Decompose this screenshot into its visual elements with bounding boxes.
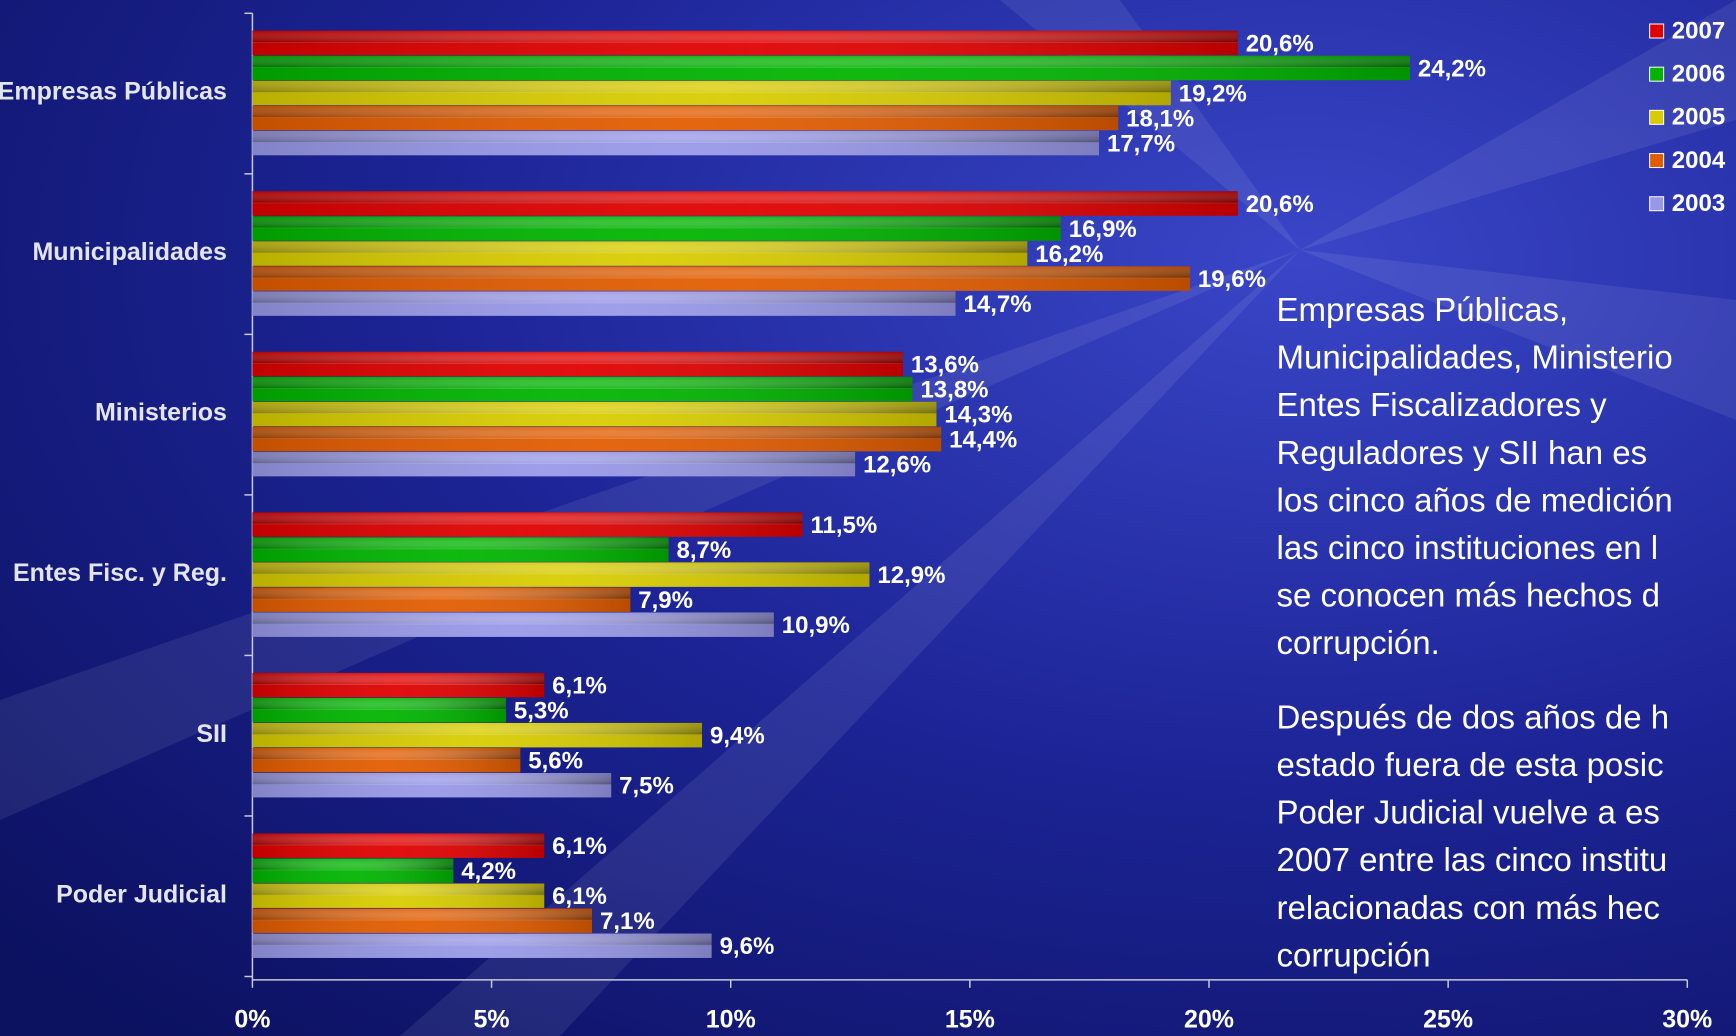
value-label: 10,9%: [782, 612, 850, 639]
bar-gloss: [252, 537, 669, 562]
category-label: Entes Fisc. y Reg.: [13, 559, 227, 587]
bar-gloss: [252, 587, 631, 612]
annotation-line: Después de dos años de h: [1277, 698, 1670, 735]
bar-gloss: [252, 773, 612, 798]
value-label: 8,7%: [677, 537, 732, 564]
bar-gloss: [252, 672, 545, 698]
bar-gloss: [252, 291, 956, 316]
bar-gloss: [252, 933, 712, 958]
value-label: 5,3%: [514, 697, 569, 724]
bar-gloss: [252, 612, 774, 637]
value-label: 13,8%: [920, 376, 988, 403]
annotation-line: Reguladores y SII han es: [1277, 434, 1648, 471]
bar-gloss: [252, 55, 1410, 81]
legend-label: 2005: [1672, 104, 1725, 131]
legend-swatch: [1649, 66, 1665, 82]
value-label: 24,2%: [1418, 55, 1486, 82]
x-tick-label: 20%: [1184, 1005, 1234, 1033]
bar-gloss: [252, 241, 1028, 266]
bar-gloss: [252, 562, 870, 587]
bar-gloss: [252, 191, 1238, 216]
value-label: 5,6%: [528, 748, 583, 775]
bar-gloss: [252, 105, 1119, 131]
annotation-line: Entes Fiscalizadores y: [1277, 386, 1608, 423]
bar-gloss: [252, 747, 521, 773]
annotation-line: relacionadas con más hec: [1277, 889, 1660, 926]
value-label: 20,6%: [1246, 191, 1314, 218]
bar-gloss: [252, 512, 803, 537]
x-tick-label: 15%: [945, 1005, 995, 1033]
annotation-line: Empresas Públicas,: [1277, 291, 1569, 328]
annotation-line: corrupción.: [1277, 624, 1440, 661]
category-label: Municipalidades: [32, 238, 226, 266]
bar-gloss: [252, 426, 942, 452]
x-tick-label: 10%: [706, 1005, 756, 1033]
value-label: 4,2%: [461, 858, 516, 885]
value-label: 19,2%: [1179, 80, 1247, 107]
annotation-line: Poder Judicial vuelve a es: [1277, 794, 1660, 831]
bar-gloss: [252, 883, 545, 908]
annotation-line: estado fuera de esta posic: [1277, 746, 1664, 783]
annotation-line: las cinco instituciones en l: [1277, 529, 1659, 566]
value-label: 16,9%: [1069, 216, 1137, 243]
value-label: 19,6%: [1198, 266, 1266, 293]
bar-gloss: [252, 401, 937, 427]
bar-gloss: [252, 80, 1171, 106]
value-label: 20,6%: [1246, 30, 1314, 57]
bar-gloss: [252, 351, 903, 377]
bar-gloss: [252, 833, 545, 858]
category-label: SII: [196, 720, 227, 748]
bar-gloss: [252, 451, 856, 477]
legend-swatch: [1649, 109, 1665, 125]
value-label: 6,1%: [552, 883, 607, 910]
legend-label: 2003: [1672, 190, 1725, 217]
value-label: 11,5%: [810, 512, 877, 539]
x-tick-label: 5%: [474, 1005, 510, 1033]
x-tick-label: 0%: [234, 1005, 270, 1033]
annotation-line: 2007 entre las cinco institu: [1277, 841, 1668, 878]
bar-gloss: [252, 722, 703, 748]
value-label: 7,9%: [638, 587, 693, 614]
x-tick-label: 30%: [1662, 1005, 1712, 1033]
category-label: Poder Judicial: [56, 880, 227, 908]
legend-label: 2007: [1672, 17, 1725, 44]
annotation-line: los cinco años de medición: [1277, 481, 1673, 518]
value-label: 12,6%: [863, 451, 931, 478]
value-label: 14,3%: [944, 401, 1012, 428]
legend-label: 2006: [1672, 61, 1725, 88]
value-label: 18,1%: [1126, 105, 1194, 132]
value-label: 14,7%: [964, 291, 1032, 318]
bar-gloss: [252, 30, 1238, 56]
legend-swatch: [1649, 153, 1665, 169]
x-tick-label: 25%: [1423, 1005, 1473, 1033]
value-label: 9,4%: [710, 722, 765, 749]
bar-gloss: [252, 266, 1190, 291]
value-label: 7,1%: [600, 908, 655, 935]
annotation-line: corrupción: [1277, 936, 1431, 973]
bar-gloss: [252, 858, 454, 883]
value-label: 6,1%: [552, 833, 607, 860]
value-label: 17,7%: [1107, 130, 1175, 157]
value-label: 16,2%: [1035, 241, 1103, 268]
category-label: Ministerios: [95, 399, 227, 427]
bar-gloss: [252, 697, 506, 723]
value-label: 13,6%: [911, 351, 979, 378]
bar-gloss: [252, 216, 1061, 241]
bar-gloss: [252, 376, 913, 402]
category-label: Empresas Públicas: [0, 78, 227, 106]
bar-gloss: [252, 130, 1099, 156]
value-label: 7,5%: [619, 773, 674, 800]
value-label: 14,4%: [949, 426, 1017, 453]
legend-swatch: [1649, 23, 1665, 39]
value-label: 12,9%: [877, 562, 945, 589]
value-label: 6,1%: [552, 672, 607, 699]
bar-gloss: [252, 908, 593, 933]
annotation-line: Municipalidades, Ministerio: [1277, 339, 1673, 376]
legend-swatch: [1649, 196, 1665, 212]
legend-label: 2004: [1672, 147, 1726, 174]
annotation-line: se conocen más hechos d: [1277, 577, 1660, 614]
value-label: 9,6%: [720, 933, 775, 960]
